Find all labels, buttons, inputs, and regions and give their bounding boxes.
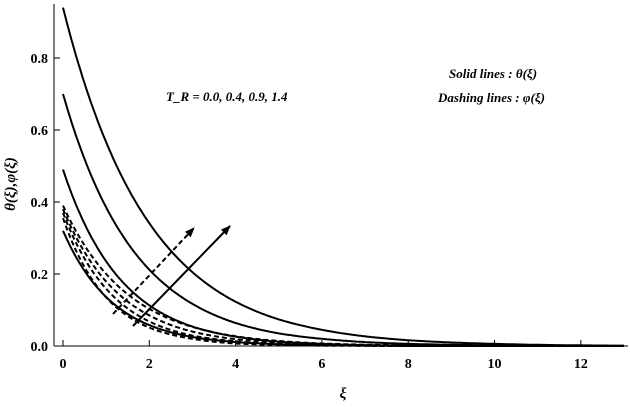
x-axis-title: ξ [340,386,347,402]
series-layer [62,7,624,347]
y-tick-label: 0.8 [31,52,49,67]
phi-curve-7 [62,205,624,347]
arrows [112,225,231,327]
x-tick-label: 2 [146,357,153,372]
x-tick-label: 12 [574,357,588,372]
y-tick-label: 0.2 [31,268,49,283]
x-ticks: 0 2 4 6 8 10 12 [60,340,588,372]
axes [53,4,628,347]
theta-curve-3 [62,7,624,347]
y-ticks: 0.0 0.2 0.4 0.6 0.8 [31,52,60,355]
x-tick-label: 4 [232,357,239,372]
y-tick-label: 0.6 [31,124,49,139]
y-tick-label: 0.4 [31,196,49,211]
y-tick-label: 0.0 [31,340,49,355]
legend-note-dashed: Dashing lines : φ(ξ) [437,90,545,105]
y-axis-title: θ(ξ),φ(ξ) [3,157,19,211]
x-tick-label: 6 [318,357,325,372]
x-tick-label: 0 [60,357,67,372]
phi-curve-5 [62,212,624,347]
parameter-label: T_R = 0.0, 0.4, 0.9, 1.4 [166,89,288,104]
phi-curve-4 [62,217,624,347]
x-tick-label: 8 [405,357,412,372]
solid-trend-arrow [132,225,231,327]
dashed-trend-arrow [112,227,195,315]
legend-note-solid: Solid lines : θ(ξ) [449,66,537,81]
x-tick-label: 10 [488,357,502,372]
theta-curve-0 [62,230,624,347]
